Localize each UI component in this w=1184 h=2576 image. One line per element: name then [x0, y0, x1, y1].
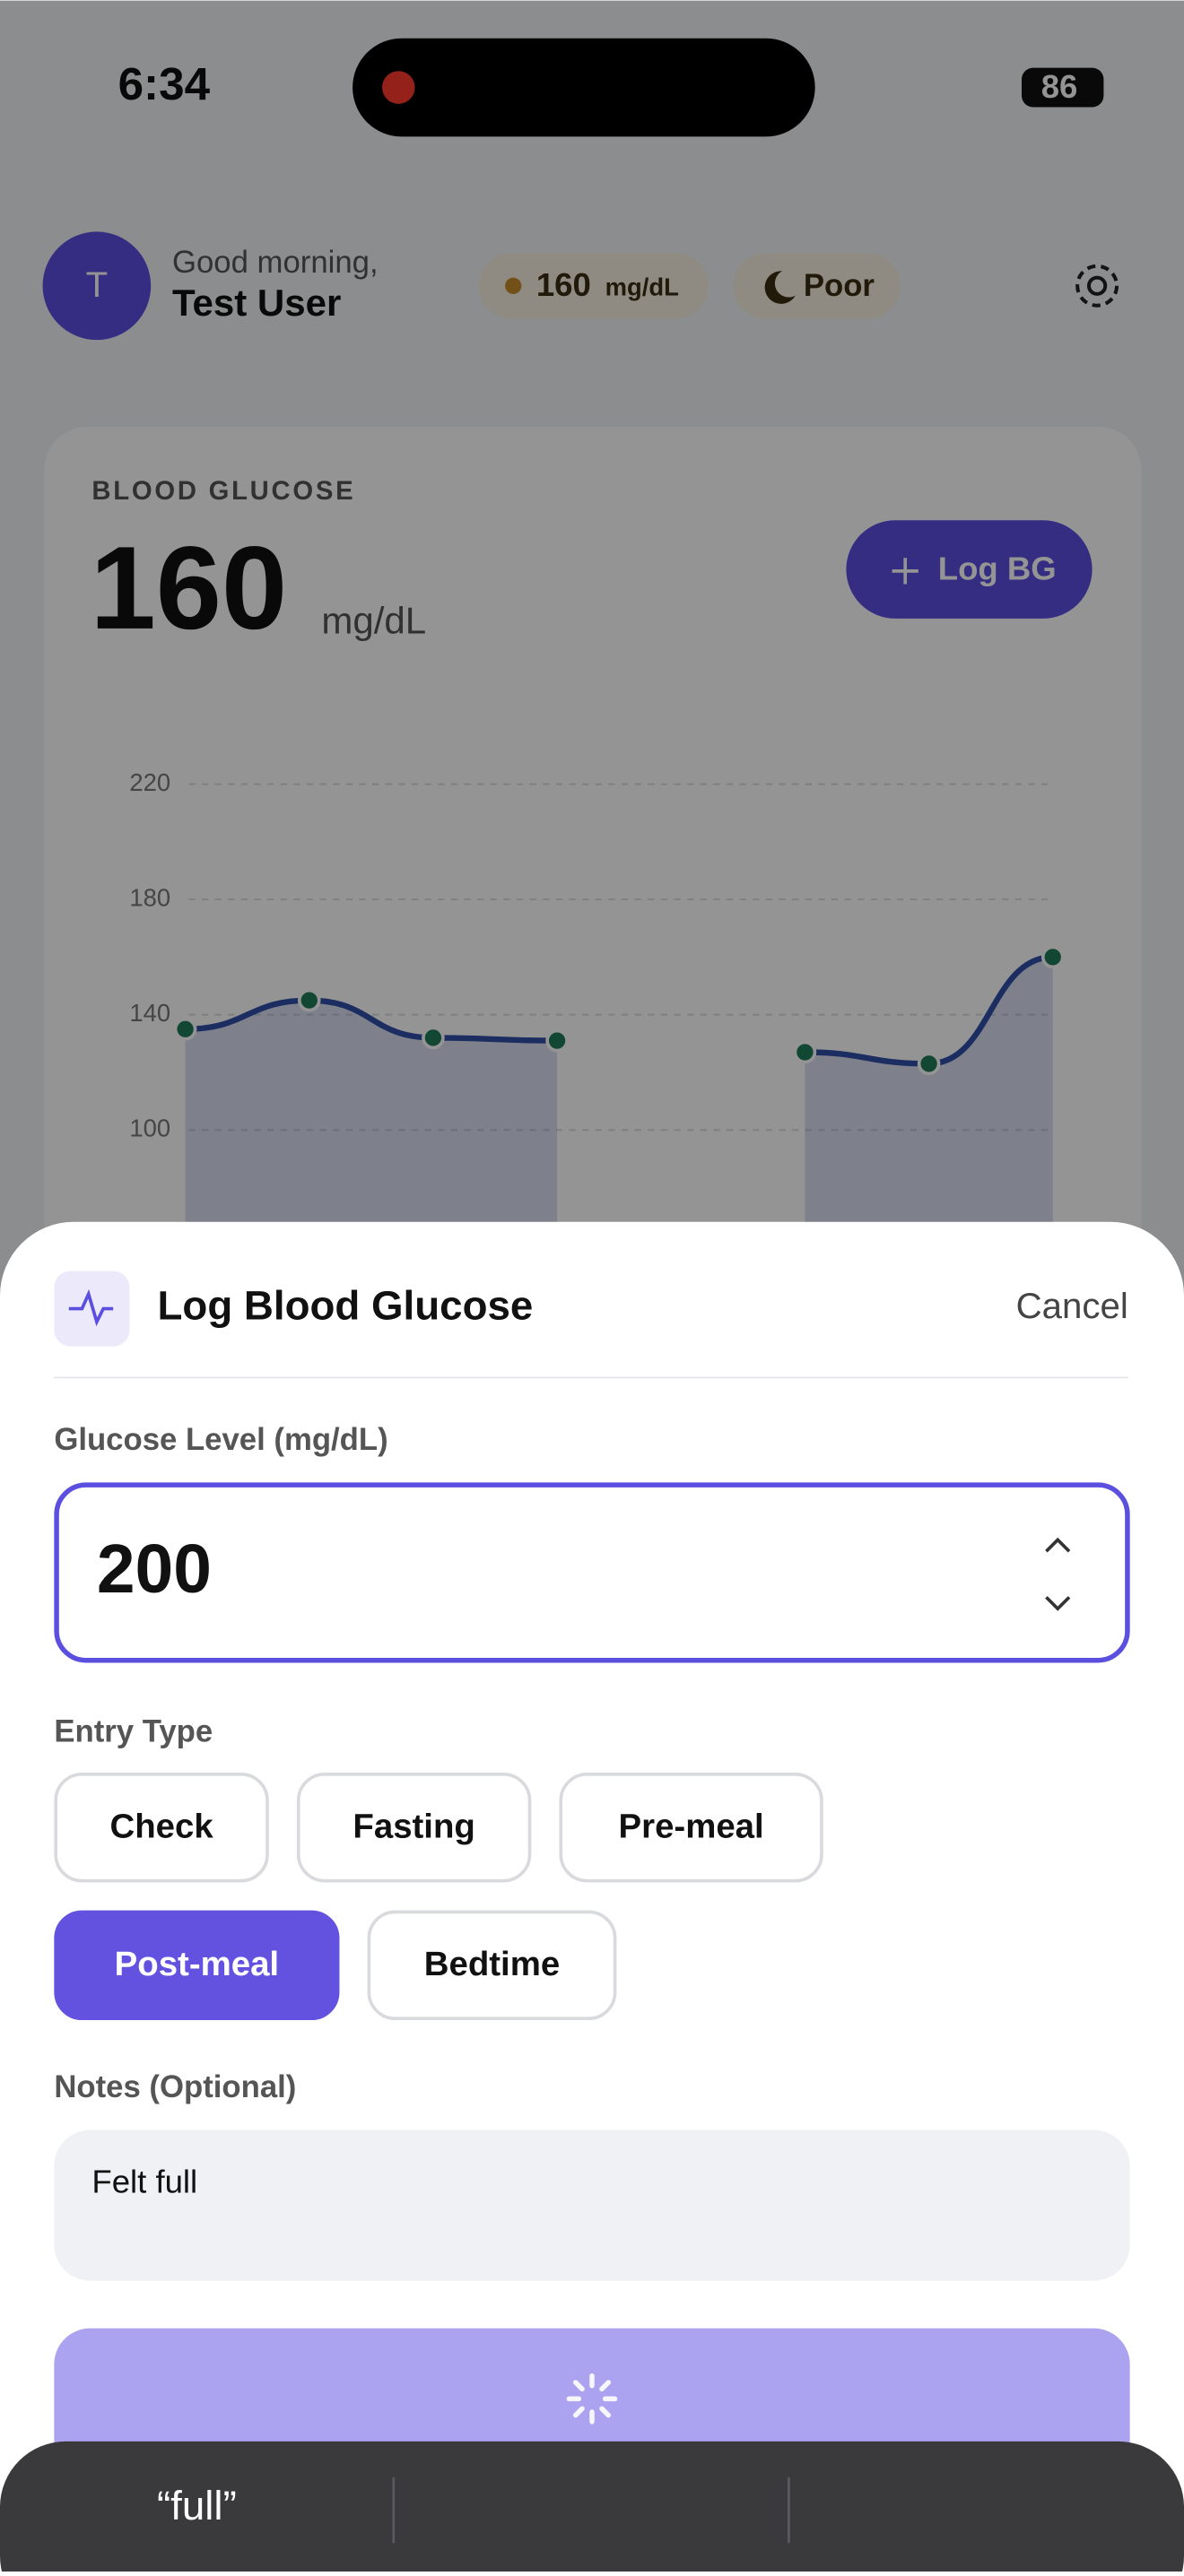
entry-chip[interactable]: [296, 1772, 532, 1883]
glucose-pill[interactable]: [478, 253, 709, 319]
spinner: [566, 2373, 618, 2424]
keyboard-bar: [0, 2441, 1184, 2576]
data-point: [297, 988, 321, 1012]
pill-value: 160: [536, 266, 591, 303]
avatar: [42, 231, 152, 341]
data-point: [1040, 945, 1065, 969]
data-point: [545, 1028, 569, 1053]
entry-chip-label: Fasting: [353, 1807, 474, 1845]
avatar-initial: T: [86, 265, 109, 305]
time: 6:34: [118, 58, 211, 109]
record-dot: [381, 71, 415, 104]
suggestion-dividers: [392, 2477, 790, 2544]
settings-icon[interactable]: [1075, 264, 1119, 308]
greeting: Good morning,: [172, 246, 379, 280]
entry-chip-label: Pre-meal: [619, 1807, 764, 1845]
y-tick-label: 220: [129, 768, 170, 796]
data-point: [173, 1017, 197, 1041]
sleep-quality: Poor: [804, 269, 875, 303]
suggestion[interactable]: “full”: [157, 2483, 237, 2528]
battery: [1022, 67, 1104, 108]
sheet-title: Log Blood Glucose: [158, 1283, 534, 1329]
log-bg-button[interactable]: [846, 520, 1093, 619]
card-value: 160: [91, 522, 288, 654]
log-bg-label: Log BG: [938, 551, 1057, 587]
dynamic-island: [353, 38, 815, 137]
moon-icon: [764, 271, 796, 304]
notes-input[interactable]: [54, 2129, 1130, 2281]
line-area: [805, 957, 1053, 1304]
glucose-input-value: 200: [97, 1531, 212, 1608]
entry-chip[interactable]: [367, 1910, 617, 2021]
entry-chip[interactable]: [54, 1772, 269, 1883]
stepper[interactable]: [1045, 1537, 1071, 1611]
user-name: Test User: [172, 282, 341, 324]
entry-chip[interactable]: [54, 1910, 340, 2021]
pill-dot: [505, 277, 522, 294]
y-tick-label: 100: [129, 1115, 170, 1142]
cancel-button[interactable]: Cancel: [1016, 1286, 1128, 1326]
glucose-card: [44, 426, 1142, 1345]
pulse-icon: [68, 1288, 114, 1327]
glucose-input[interactable]: [54, 1482, 1130, 1663]
glucose-label: Glucose Level (mg/dL): [54, 1423, 387, 1457]
data-point: [793, 1040, 817, 1064]
plus-icon: [892, 558, 918, 585]
y-tick-label: 180: [129, 883, 170, 911]
entry-chip-label: Bedtime: [424, 1945, 560, 1983]
battery-level: 86: [1041, 68, 1078, 105]
notes-value: Felt full: [91, 2164, 197, 2200]
entry-chip-label: Check: [109, 1807, 213, 1845]
entry-label: Entry Type: [54, 1714, 213, 1748]
data-point: [917, 1052, 941, 1076]
card-label: BLOOD GLUCOSE: [91, 477, 355, 506]
pill-unit: mg/dL: [605, 273, 679, 301]
entry-chip-label: Post-meal: [115, 1945, 279, 1983]
notes-label: Notes (Optional): [54, 2070, 296, 2104]
line: [185, 997, 558, 1044]
entry-chip[interactable]: [559, 1772, 823, 1883]
card-unit: mg/dL: [321, 599, 426, 641]
data-point: [422, 1026, 445, 1050]
y-tick-label: 140: [129, 999, 170, 1027]
